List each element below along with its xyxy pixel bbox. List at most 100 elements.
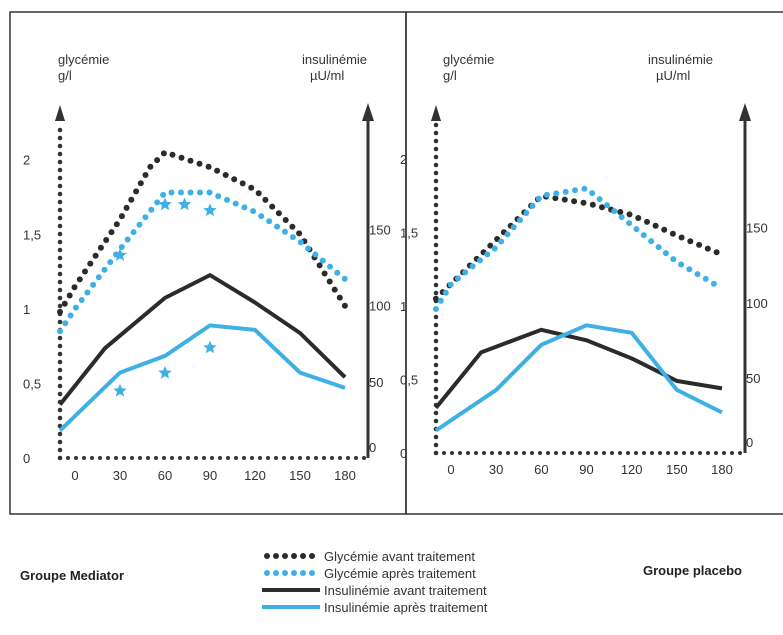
- x-axis-dot: [234, 456, 238, 460]
- series-dot: [704, 245, 711, 252]
- x-axis-dot: [82, 456, 86, 460]
- series-dot: [477, 257, 483, 264]
- x-axis-dot: [306, 456, 310, 460]
- legend-label: Insulinémie avant traitement: [324, 583, 487, 598]
- left-tick-label: 1,5: [23, 227, 41, 242]
- x-axis-dot: [626, 451, 630, 455]
- left-axis-dot: [433, 282, 439, 288]
- left-axis-dot: [57, 247, 63, 253]
- series-dot: [255, 190, 262, 197]
- series-dot: [169, 151, 176, 158]
- left-axis-dot: [57, 295, 63, 301]
- x-axis-dot: [498, 451, 502, 455]
- x-axis-dot: [154, 456, 158, 460]
- series-dot: [282, 228, 288, 235]
- left-axis-dot: [57, 215, 63, 221]
- left-axis-dot: [57, 159, 63, 165]
- left-axis-dot: [57, 375, 63, 381]
- legend-label: Glycémie avant traitement: [324, 549, 475, 564]
- legend-swatch-dot: [273, 553, 279, 559]
- series-dot: [498, 238, 505, 245]
- right-axis-label: insulinémie: [302, 52, 367, 67]
- left-axis-dot: [57, 447, 63, 453]
- series-dot: [312, 251, 319, 258]
- left-axis-dot: [433, 202, 439, 208]
- x-axis-dot: [466, 451, 470, 455]
- left-tick-label: 1: [23, 302, 30, 317]
- series-dot: [617, 209, 624, 215]
- series-dot: [78, 297, 85, 303]
- series-dot: [133, 188, 140, 195]
- left-axis-dot: [57, 431, 63, 437]
- series-dot: [222, 172, 229, 178]
- series-dot: [108, 229, 115, 236]
- x-axis-dot: [618, 451, 622, 455]
- x-axis-dot: [682, 451, 686, 455]
- series-dot: [196, 160, 203, 167]
- x-axis-dot: [146, 456, 150, 460]
- left-axis-dot: [57, 175, 63, 181]
- right-tick-label: 150: [369, 222, 391, 237]
- series-dot: [62, 320, 69, 327]
- series-dot: [124, 236, 131, 243]
- series-dot: [447, 281, 454, 288]
- left-axis-dot: [57, 271, 63, 277]
- left-axis-dot: [433, 186, 439, 192]
- series-dot: [239, 180, 246, 187]
- left-tick-label: 1: [400, 299, 407, 314]
- right-tick-label: 50: [369, 375, 383, 390]
- left-axis-dot: [57, 183, 63, 189]
- series-dot: [316, 262, 323, 269]
- left-axis-dot: [57, 223, 63, 229]
- series-dot: [103, 237, 110, 243]
- series-dot: [589, 201, 596, 208]
- series-dot: [327, 263, 333, 270]
- x-axis-dot: [690, 451, 694, 455]
- left-axis-dot: [433, 290, 439, 296]
- left-axis-dot: [57, 207, 63, 213]
- x-axis-dot: [610, 451, 614, 455]
- left-axis-dot: [433, 242, 439, 248]
- x-axis-dot: [186, 456, 190, 460]
- series-dot: [231, 176, 238, 183]
- left-axis-dot: [433, 338, 439, 344]
- series-dot: [90, 281, 97, 288]
- series-glyc-mie-apr-s-traitement: [432, 185, 717, 312]
- x-axis-dot: [714, 451, 718, 455]
- series-dot: [552, 195, 559, 202]
- series-dot: [101, 266, 108, 273]
- left-axis-dot: [57, 391, 63, 397]
- series-dot: [572, 187, 578, 194]
- series-dot: [147, 163, 154, 170]
- left-axis-dot: [433, 314, 439, 320]
- series-dot: [694, 271, 701, 278]
- left-axis-dot: [433, 258, 439, 264]
- series-dot: [275, 210, 282, 217]
- left-axis-dot: [57, 303, 63, 309]
- left-axis-dot: [57, 407, 63, 413]
- series-dot: [635, 215, 642, 221]
- x-axis-dot: [250, 456, 254, 460]
- x-axis-dot: [546, 451, 550, 455]
- right-axis-arrow: [362, 103, 374, 121]
- x-axis-dot: [114, 456, 118, 460]
- series-dot: [562, 188, 569, 195]
- x-tick-label: 120: [244, 468, 266, 483]
- left-axis-dot: [433, 442, 439, 448]
- series-dot: [187, 189, 194, 196]
- series-dot: [334, 269, 341, 276]
- series-dot: [57, 308, 63, 315]
- left-axis-dot: [57, 199, 63, 205]
- left-axis-dot: [433, 386, 439, 392]
- series-dot: [97, 244, 104, 251]
- x-axis-dot: [434, 451, 438, 455]
- left-axis-dot: [433, 234, 439, 240]
- series-dot: [326, 278, 333, 285]
- left-axis-dot: [433, 322, 439, 328]
- left-axis-arrow: [431, 105, 441, 121]
- left-axis-dot: [433, 154, 439, 160]
- left-axis-dot: [433, 330, 439, 336]
- series-dot: [626, 211, 633, 218]
- left-axis-dot: [57, 239, 63, 245]
